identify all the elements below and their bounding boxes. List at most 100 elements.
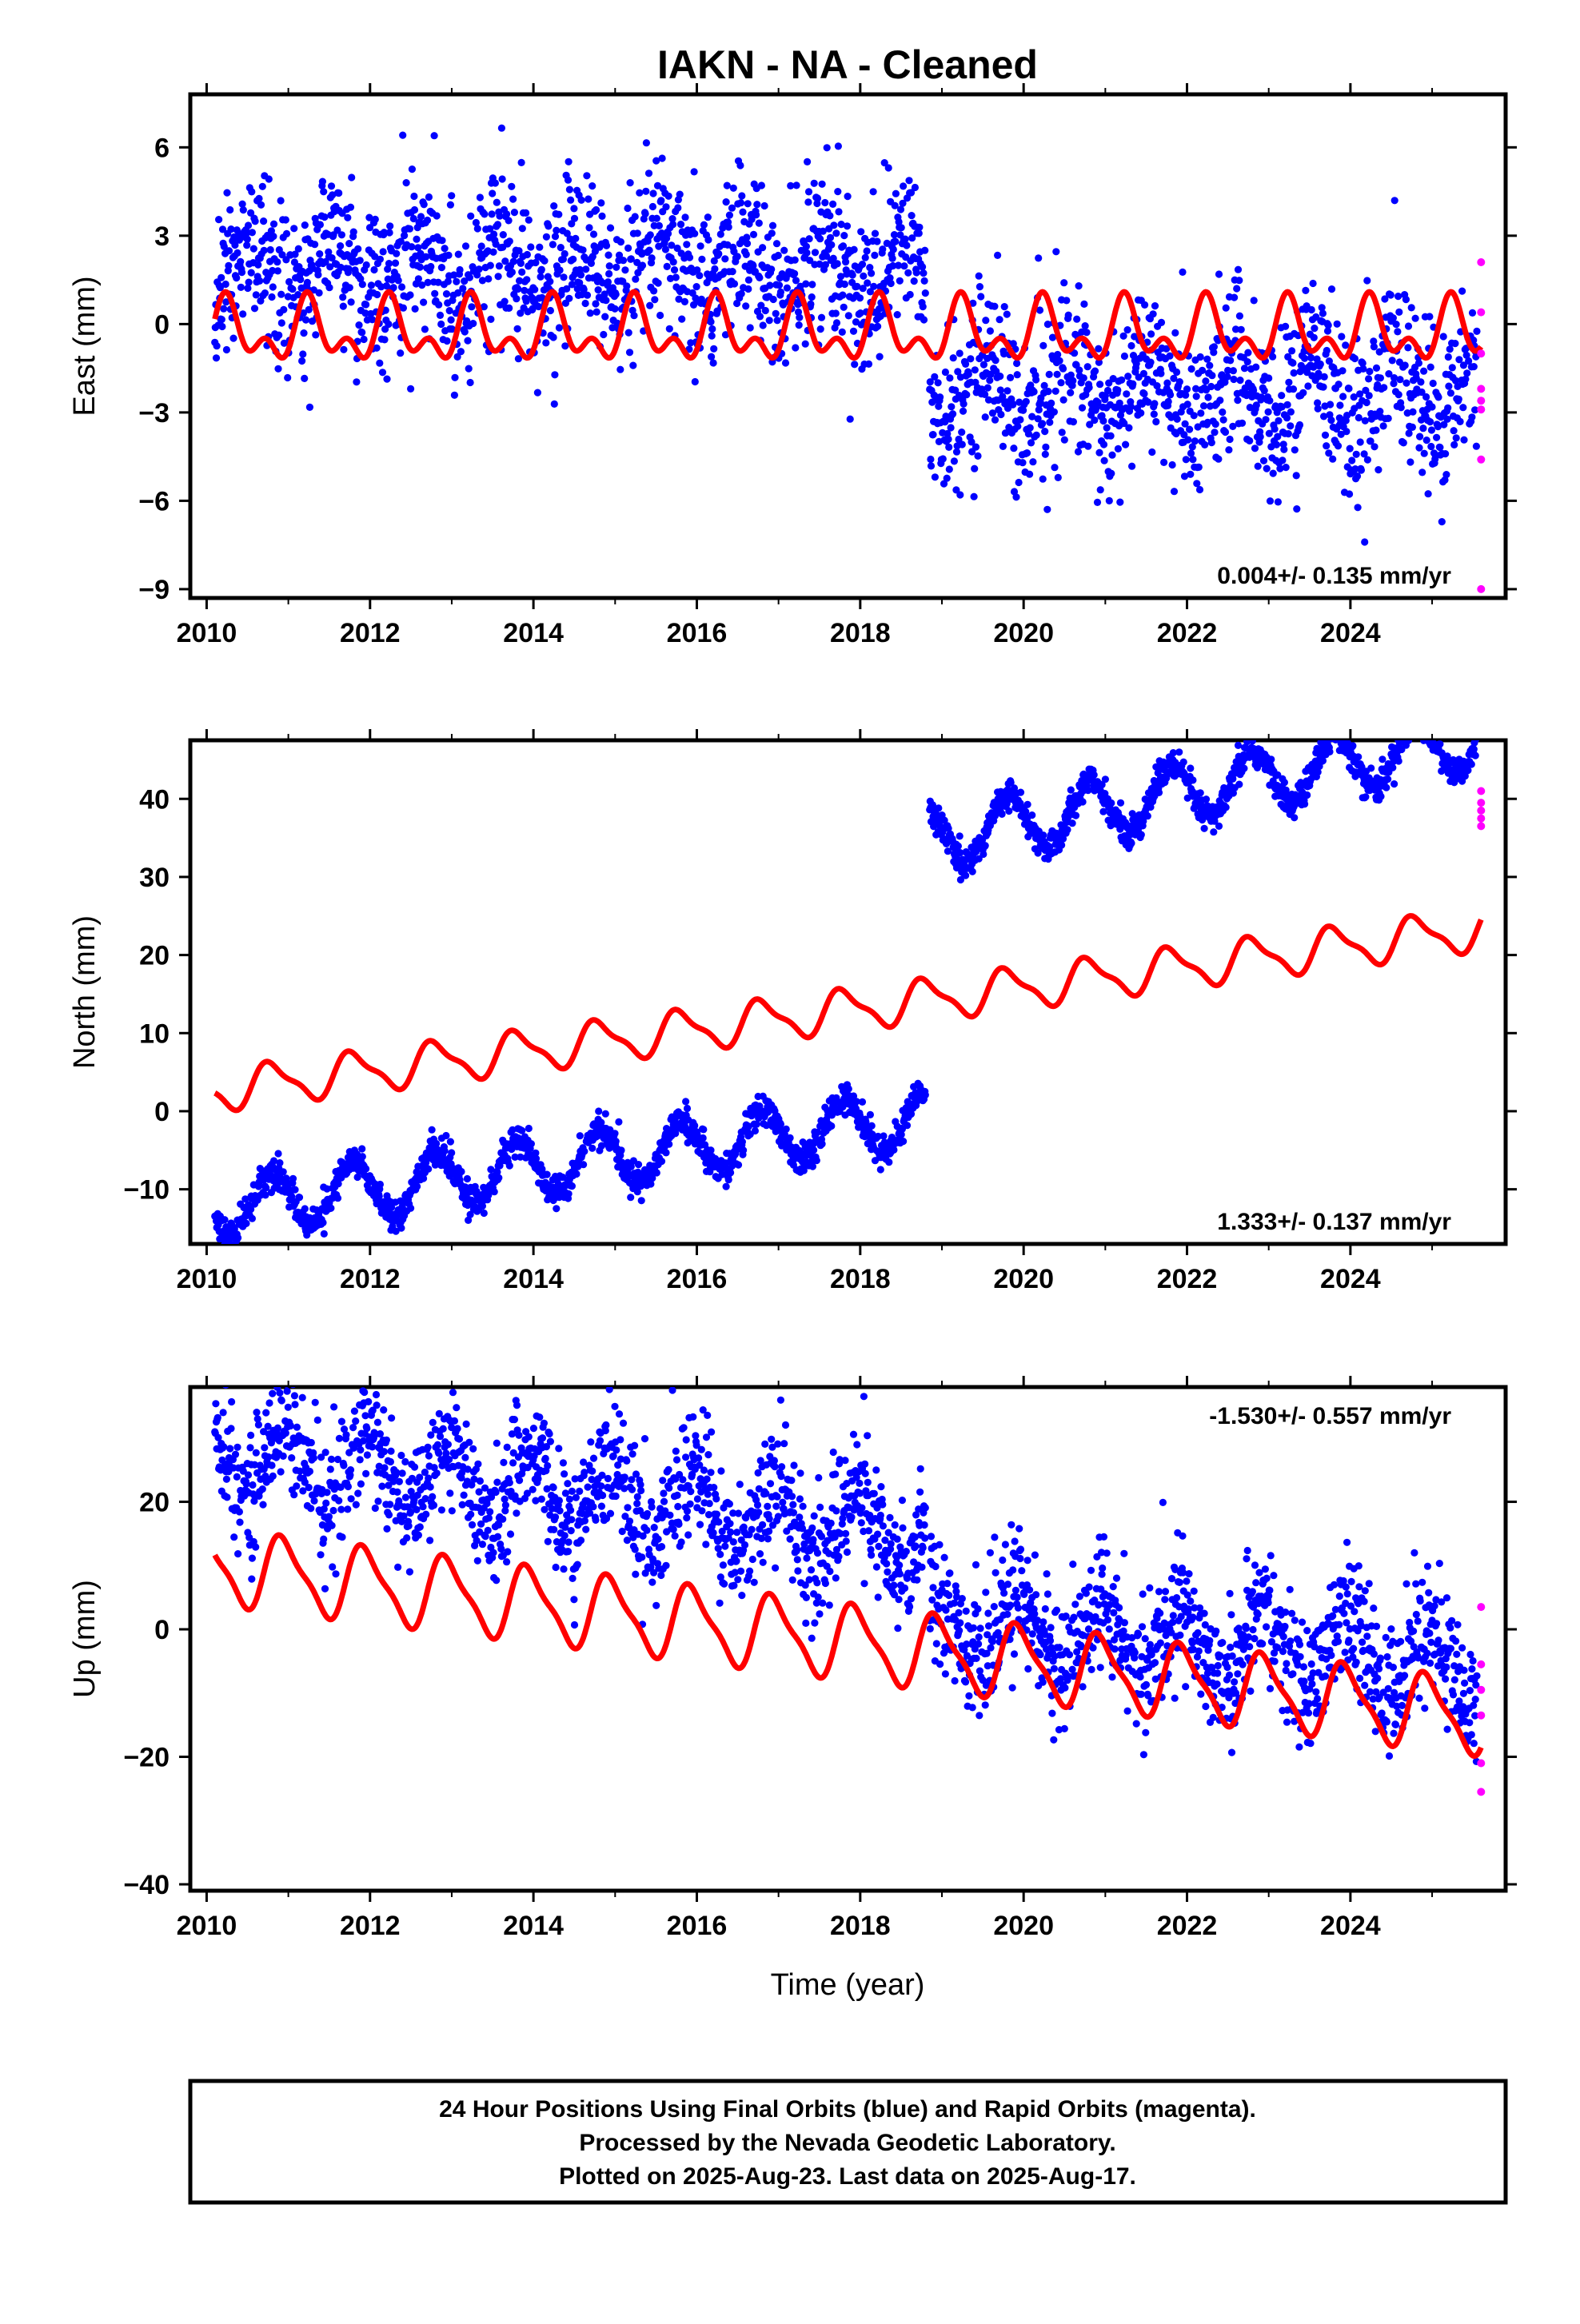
east-data-point	[1051, 409, 1058, 416]
east-data-point	[956, 491, 964, 498]
up-x-tick-label: 2012	[340, 1911, 401, 1941]
north-rapid-point	[1477, 799, 1485, 807]
east-data-point	[1183, 456, 1190, 463]
east-data-point	[498, 125, 505, 132]
east-data-point	[996, 316, 1003, 323]
east-data-point	[942, 369, 949, 376]
east-data-point	[808, 281, 816, 288]
east-data-point	[1377, 374, 1384, 381]
east-data-point	[760, 321, 767, 329]
east-data-point	[646, 247, 653, 254]
east-data-point	[1158, 319, 1165, 326]
east-rapid-point	[1477, 258, 1485, 266]
north-data-point	[1325, 727, 1332, 735]
north-data-point	[1017, 789, 1024, 796]
east-data-point	[1095, 449, 1103, 456]
east-data-point	[1026, 471, 1033, 478]
east-data-point	[913, 269, 920, 276]
east-data-point	[959, 440, 966, 448]
east-data-point	[773, 240, 780, 247]
east-data-point	[1455, 396, 1462, 403]
north-x-tick-label: 2018	[830, 1264, 891, 1294]
east-data-point	[805, 188, 812, 195]
north-data-point	[429, 1126, 436, 1134]
east-data-point	[215, 216, 222, 223]
east-data-point	[362, 301, 369, 308]
east-data-point	[277, 291, 285, 298]
east-data-point	[525, 217, 533, 224]
east-data-point	[634, 229, 641, 237]
east-data-point	[724, 182, 731, 189]
east-data-point	[1278, 392, 1285, 399]
north-data-point	[1384, 775, 1391, 783]
east-data-point	[1315, 405, 1322, 413]
east-data-point	[726, 212, 733, 219]
east-data-point	[421, 201, 428, 208]
east-data-point	[1444, 405, 1451, 412]
east-data-point	[1079, 405, 1086, 412]
east-data-point	[1366, 392, 1373, 399]
east-data-point	[864, 247, 871, 254]
east-data-point	[592, 206, 600, 213]
east-data-point	[951, 457, 958, 464]
north-data-point	[1404, 721, 1411, 728]
east-data-point	[570, 205, 577, 212]
east-data-point	[1426, 313, 1433, 320]
east-data-point	[1263, 465, 1271, 472]
east-data-point	[775, 252, 782, 259]
east-data-point	[945, 444, 952, 451]
east-data-point	[812, 249, 819, 256]
north-data-point	[653, 1169, 660, 1176]
east-data-point	[583, 172, 590, 179]
east-data-point	[213, 342, 221, 349]
east-data-point	[354, 245, 361, 253]
east-data-point	[1056, 357, 1063, 365]
up-x-tick-label: 2020	[993, 1911, 1054, 1941]
east-data-point	[744, 240, 751, 247]
east-data-point	[1083, 329, 1090, 336]
north-data-point	[1419, 727, 1426, 735]
north-data-point	[982, 842, 989, 849]
east-data-point	[448, 192, 455, 199]
east-data-point	[274, 365, 281, 373]
north-data-point	[1327, 731, 1334, 739]
north-data-point	[1423, 721, 1430, 728]
east-data-point	[1216, 397, 1223, 404]
east-data-point	[1215, 456, 1222, 463]
north-data-point	[1091, 771, 1098, 779]
east-data-point	[845, 312, 852, 319]
east-data-point	[665, 193, 672, 200]
east-data-point	[1236, 313, 1243, 320]
east-data-point	[841, 281, 848, 288]
east-data-point	[1428, 426, 1435, 433]
east-data-point	[900, 182, 907, 189]
north-data-point	[877, 1166, 884, 1173]
east-data-point	[600, 331, 607, 338]
east-data-point	[811, 180, 818, 187]
east-data-point	[505, 217, 513, 224]
east-data-point	[319, 178, 326, 185]
east-data-point	[312, 331, 319, 338]
east-data-point	[920, 269, 927, 277]
north-data-point	[868, 1122, 876, 1130]
east-data-point	[1430, 380, 1437, 387]
north-data-point	[1421, 731, 1428, 738]
east-data-point	[549, 241, 557, 248]
east-data-point	[358, 329, 365, 336]
east-data-point	[1468, 413, 1475, 421]
east-data-point	[585, 224, 592, 231]
east-data-point	[996, 373, 1003, 380]
east-data-point	[566, 186, 573, 193]
east-data-point	[697, 242, 704, 249]
east-data-point	[1225, 446, 1232, 453]
east-data-point	[399, 132, 406, 139]
north-data-point	[1335, 729, 1343, 736]
east-data-point	[538, 266, 545, 273]
east-data-point	[518, 159, 525, 166]
north-data-point	[1331, 712, 1339, 719]
north-data-point	[433, 1140, 440, 1147]
up-x-tick-label: 2010	[177, 1911, 237, 1941]
east-data-point	[1080, 301, 1087, 308]
north-data-point	[1422, 720, 1430, 727]
east-data-point	[1265, 409, 1272, 416]
